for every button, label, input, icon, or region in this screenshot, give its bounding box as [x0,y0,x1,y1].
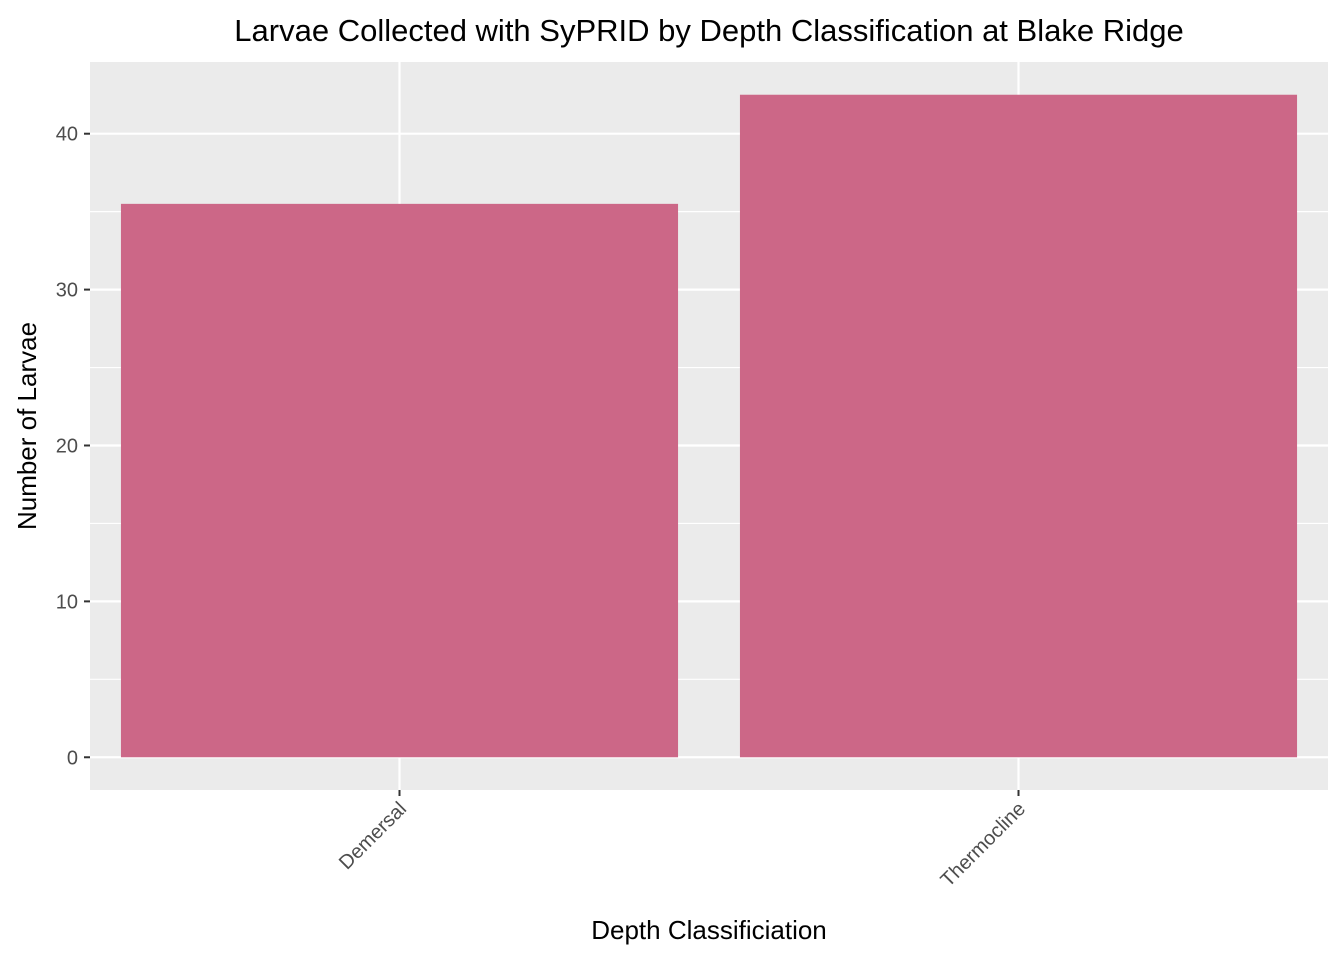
y-tick-label: 0 [67,747,78,769]
bar-thermocline [739,94,1298,758]
y-tick-label: 10 [56,591,78,613]
x-axis-title: Depth Classificiation [591,915,827,945]
bars [120,94,1298,758]
y-tick-label: 30 [56,280,78,302]
y-tick-label: 40 [56,124,78,146]
y-tick-label: 20 [56,435,78,457]
bar-demersal [120,203,679,758]
chart-title: Larvae Collected with SyPRID by Depth Cl… [234,13,1183,48]
y-axis-title: Number of Larvae [12,322,42,530]
y-axis: 0 10 20 30 40 [56,124,90,769]
